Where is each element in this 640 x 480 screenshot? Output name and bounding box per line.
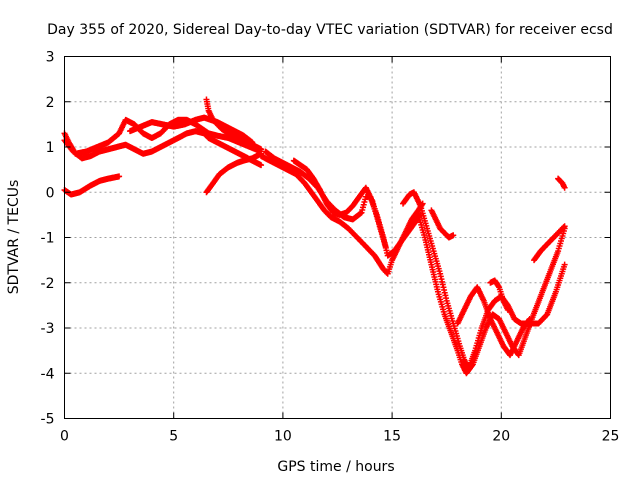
- y-tick-label: -4: [41, 366, 55, 382]
- series-track-k: [428, 207, 457, 241]
- series-track-e: [203, 150, 265, 196]
- data-marks: [61, 96, 568, 377]
- y-tick-label: -3: [41, 321, 55, 337]
- data-point: [258, 162, 265, 169]
- series-track-p: [127, 114, 256, 146]
- y-tick-label: -5: [41, 412, 55, 428]
- series-track-g: [262, 148, 424, 259]
- grid: [64, 56, 611, 419]
- series-track-j: [415, 211, 568, 377]
- series-track-b: [61, 173, 123, 198]
- data-point: [526, 315, 533, 322]
- y-tick-label: 0: [46, 185, 55, 201]
- y-tick-label: -2: [41, 276, 55, 292]
- series-track-n: [531, 223, 568, 264]
- data-point: [450, 232, 457, 239]
- x-tick-label: 15: [383, 429, 401, 445]
- series-track-f: [258, 153, 426, 277]
- x-tick-label: 5: [169, 429, 178, 445]
- y-axis-label: SDTVAR / TECUs: [6, 180, 22, 295]
- data-point: [561, 223, 568, 230]
- x-tick-label: 0: [60, 429, 69, 445]
- x-tick-label: 25: [602, 429, 620, 445]
- series-track-o: [555, 175, 568, 191]
- series-track-d: [203, 96, 265, 153]
- axis-ticks: 0 5 10 15 20 25 -5 -4 -3 -2 -1 0 1 2 3: [41, 50, 620, 445]
- x-axis-label: GPS time / hours: [277, 459, 394, 475]
- y-tick-label: 1: [46, 140, 55, 156]
- series-track-m: [487, 277, 511, 313]
- data-point: [561, 184, 568, 191]
- y-tick-label: 2: [46, 95, 55, 111]
- data-point: [116, 173, 123, 180]
- series-track-h: [290, 157, 389, 250]
- x-tick-label: 10: [274, 429, 292, 445]
- x-tick-label: 20: [492, 429, 510, 445]
- y-tick-label: 3: [46, 50, 55, 66]
- series-track-l: [454, 284, 533, 359]
- data-point: [382, 243, 389, 250]
- series-track-i: [400, 189, 568, 372]
- data-point: [504, 306, 511, 313]
- data-point: [561, 261, 568, 268]
- chart-title: Day 355 of 2020, Sidereal Day-to-day VTE…: [47, 22, 613, 38]
- y-tick-label: -1: [41, 231, 55, 247]
- data-point: [249, 139, 256, 146]
